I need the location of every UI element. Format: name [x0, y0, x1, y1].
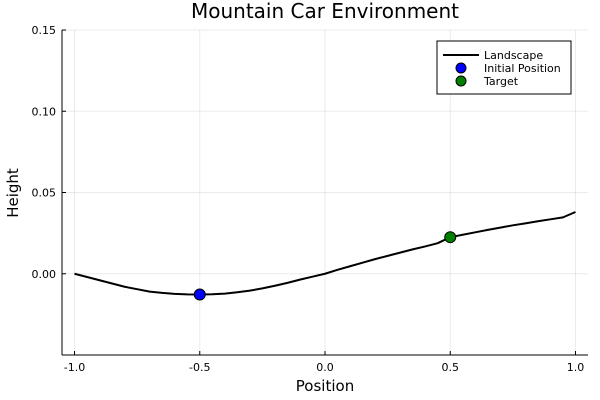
y-tick-label: 0.15 [32, 24, 57, 37]
legend-swatch-marker [455, 75, 467, 87]
scatter-point-initial-position [193, 288, 206, 301]
y-ticks: 0.00 0.05 0.10 0.15 [32, 24, 66, 281]
legend-swatch-marker [455, 62, 467, 74]
x-axis-label: Position [296, 377, 354, 395]
legend-label: Initial Position [484, 62, 561, 75]
x-tick-label: 0.0 [316, 361, 334, 374]
scatter-point-target [444, 231, 457, 244]
series-line-landscape [74, 211, 576, 296]
x-tick-label: 0.5 [441, 361, 459, 374]
x-tick-label: 1.0 [567, 361, 585, 374]
x-tick-label: -1.0 [64, 361, 85, 374]
chart-title: Mountain Car Environment [191, 0, 459, 23]
y-tick-label: 0.10 [32, 105, 57, 118]
x-tick-label: -0.5 [189, 361, 210, 374]
y-tick-label: 0.00 [32, 268, 57, 281]
legend-label: Target [483, 75, 519, 88]
y-tick-label: 0.05 [32, 187, 57, 200]
legend-label: Landscape [484, 49, 543, 62]
series-layer [74, 211, 576, 301]
x-ticks: -1.0 -0.5 0.0 0.5 1.0 [64, 351, 584, 374]
y-axis-label: Height [4, 168, 22, 218]
